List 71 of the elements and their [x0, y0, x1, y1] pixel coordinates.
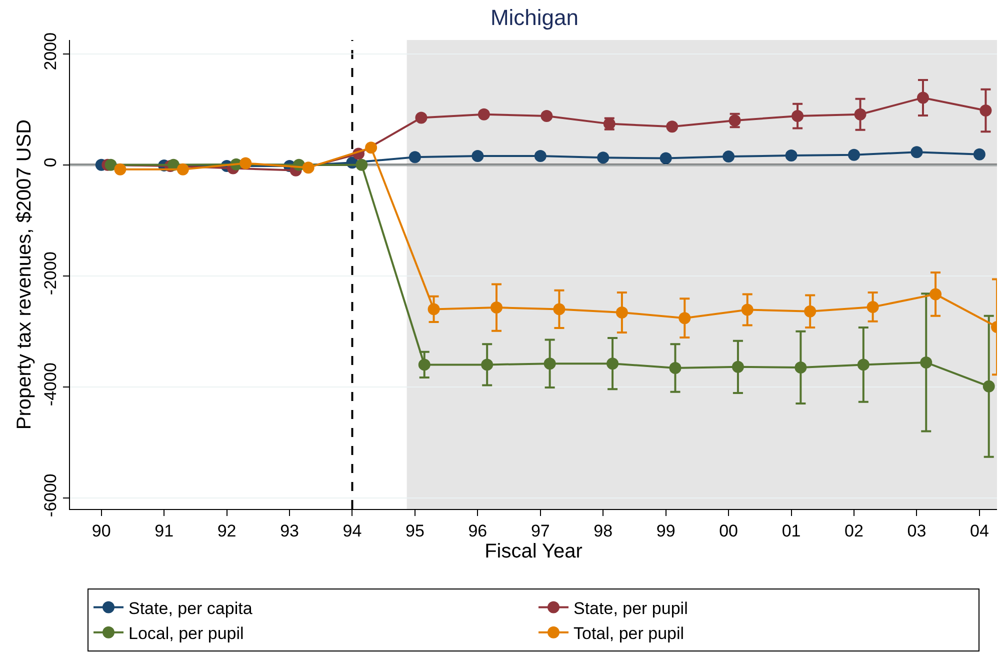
legend-label: Total, per pupil	[574, 624, 684, 644]
point	[104, 158, 117, 171]
point	[365, 142, 378, 154]
point	[114, 163, 126, 176]
point	[848, 148, 860, 161]
point	[980, 104, 992, 116]
point	[544, 358, 556, 370]
y-tick-label: -6000	[41, 474, 60, 518]
point	[804, 305, 816, 318]
point	[854, 108, 866, 120]
point	[910, 146, 923, 158]
point	[666, 120, 678, 133]
point	[973, 148, 986, 160]
point	[785, 149, 798, 162]
point	[732, 360, 744, 373]
x-tick-label: 97	[530, 521, 550, 540]
point	[920, 356, 932, 368]
x-tick-label: 04	[970, 521, 989, 540]
x-tick-label: 90	[92, 521, 111, 540]
y-tick-label: -2000	[41, 252, 60, 296]
x-axis-title: Fiscal Year	[484, 540, 583, 562]
point	[794, 361, 807, 374]
legend-label: State, per pupil	[574, 598, 688, 618]
x-tick-label: 92	[217, 521, 236, 540]
point	[597, 152, 610, 164]
point	[302, 162, 314, 174]
point	[857, 358, 870, 371]
y-axis-title: Property tax revenues, $2007 USD	[14, 119, 36, 430]
point	[616, 306, 628, 319]
point	[741, 304, 754, 316]
point	[930, 288, 942, 300]
point	[356, 158, 368, 171]
y-tick-label: 2000	[41, 32, 60, 70]
point	[553, 303, 566, 316]
point	[490, 302, 502, 314]
x-tick-label: 94	[342, 521, 362, 540]
point	[472, 150, 484, 162]
point	[916, 92, 929, 104]
point	[540, 110, 553, 122]
x-tick-label: 96	[468, 521, 488, 540]
x-tick-label: 91	[154, 521, 174, 540]
point	[408, 151, 421, 164]
point	[418, 358, 430, 371]
point	[240, 157, 252, 170]
y-tick-label: -4000	[41, 362, 60, 406]
x-tick-label: 99	[656, 521, 676, 540]
x-tick-label: 03	[907, 521, 926, 540]
point	[534, 150, 546, 162]
point	[478, 108, 490, 120]
point	[866, 300, 879, 313]
point	[415, 112, 428, 124]
x-tick-label: 98	[594, 521, 613, 540]
legend-label: Local, per pupil	[128, 624, 244, 644]
point	[176, 163, 189, 176]
point	[669, 362, 682, 374]
y-tick-label: 0	[41, 158, 60, 168]
point	[481, 358, 494, 371]
chart-title: Michigan	[490, 5, 578, 30]
point	[606, 358, 619, 370]
legend-label: State, per capita	[128, 598, 253, 618]
point	[982, 380, 995, 392]
point	[678, 312, 691, 324]
point	[722, 150, 735, 163]
x-tick-label: 02	[844, 521, 864, 540]
point	[660, 152, 672, 164]
x-tick-label: 00	[719, 521, 738, 540]
x-tick-label: 95	[406, 521, 424, 540]
x-tick-label: 93	[280, 521, 299, 540]
point	[792, 110, 804, 122]
x-tick-label: 01	[782, 521, 801, 540]
point	[428, 303, 440, 316]
